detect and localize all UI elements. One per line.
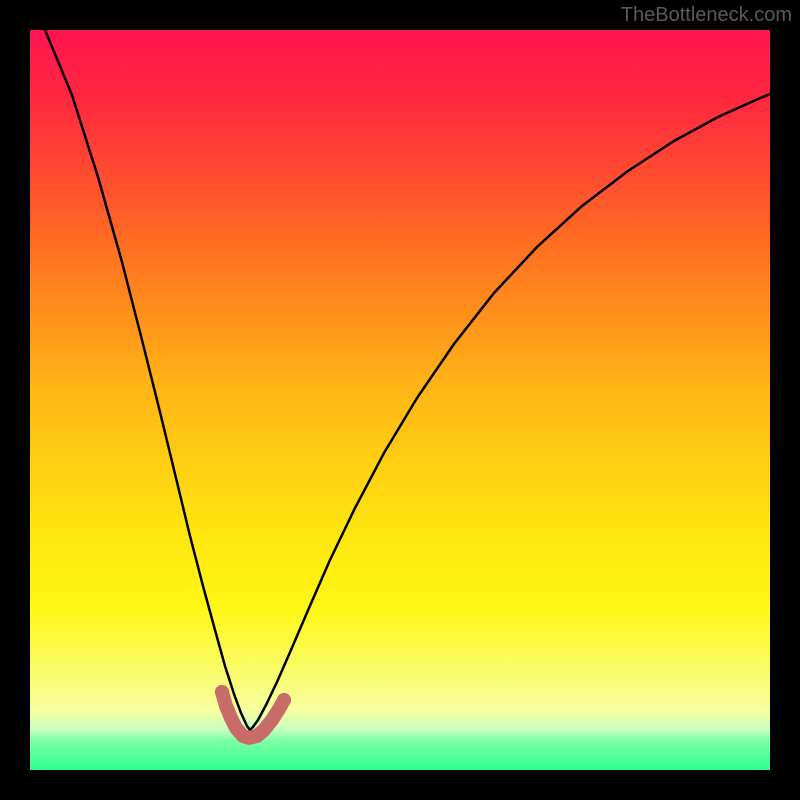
watermark-text: TheBottleneck.com [621,4,792,27]
chart-container: TheBottleneck.com [0,0,800,800]
plot-area [30,30,770,770]
